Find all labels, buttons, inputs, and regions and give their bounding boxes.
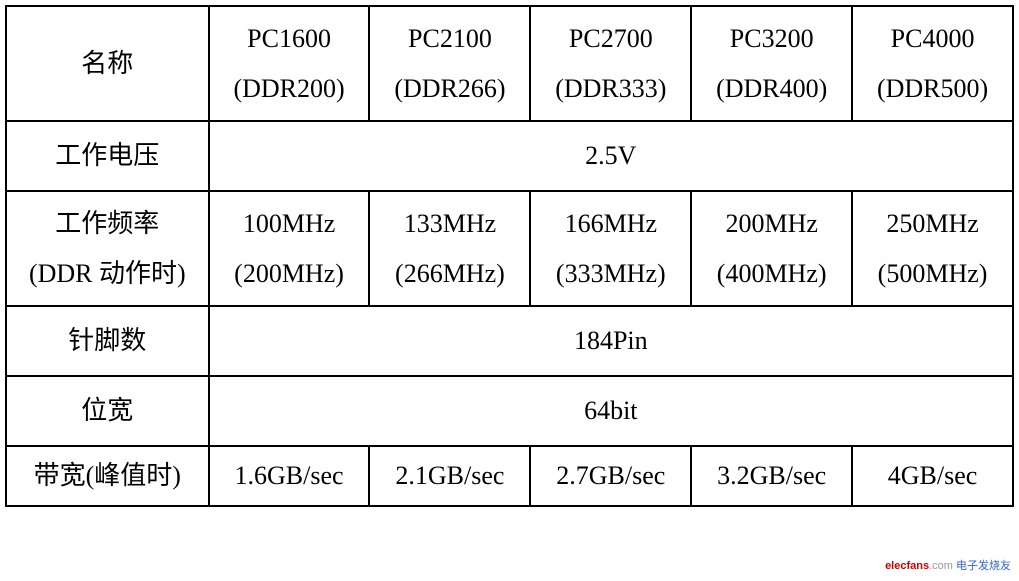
freq-cell: 133MHz (266MHz) [369,191,530,306]
merged-cell-voltage: 2.5V [209,121,1013,191]
label-line1: 工作频率 [55,209,159,238]
table-row: 名称 PC1600 (DDR200) PC2100 (DDR266) PC2700 (… [6,6,1013,121]
header-cell-pc3200: PC3200 (DDR400) [691,6,852,121]
table-row: 带宽(峰值时) 1.6GB/sec 2.1GB/sec 2.7GB/sec 3.… [6,446,1013,506]
cell-line2: (DDR500) [877,74,988,103]
cell-line1: 166MHz [565,209,657,238]
row-label-bitwidth: 位宽 [6,376,209,446]
bandwidth-cell: 2.1GB/sec [369,446,530,506]
cell-line2: (DDR333) [555,74,666,103]
cell-line2: (333MHz) [556,259,666,288]
label-line2: (DDR 动作时) [29,259,186,288]
table-row: 针脚数 184Pin [6,306,1013,376]
bandwidth-cell: 1.6GB/sec [209,446,370,506]
table-row: 工作频率 (DDR 动作时) 100MHz (200MHz) 133MHz (266M… [6,191,1013,306]
cell-line1: 133MHz [404,209,496,238]
bandwidth-cell: 3.2GB/sec [691,446,852,506]
table-row: 位宽 64bit [6,376,1013,446]
merged-cell-pins: 184Pin [209,306,1013,376]
row-label-voltage: 工作电压 [6,121,209,191]
cell-line2: (266MHz) [395,259,505,288]
cell-line2: (DDR266) [394,74,505,103]
ddr-spec-table: 名称 PC1600 (DDR200) PC2100 (DDR266) PC2700 (… [5,5,1014,507]
cell-line1: PC2100 [408,24,492,53]
cell-line1: PC4000 [891,24,975,53]
cell-line2: (DDR400) [716,74,827,103]
freq-cell: 100MHz (200MHz) [209,191,370,306]
row-label-pins: 针脚数 [6,306,209,376]
header-cell-pc1600: PC1600 (DDR200) [209,6,370,121]
cell-line1: PC3200 [730,24,814,53]
bandwidth-cell: 2.7GB/sec [530,446,691,506]
header-cell-pc4000: PC4000 (DDR500) [852,6,1013,121]
cell-line2: (DDR200) [233,74,344,103]
footer-suffix: .com [929,560,953,572]
bandwidth-cell: 4GB/sec [852,446,1013,506]
row-label-name: 名称 [6,6,209,121]
footer-cn-text: 电子发烧友 [956,560,1011,572]
cell-line1: PC2700 [569,24,653,53]
cell-line2: (400MHz) [717,259,827,288]
header-cell-pc2100: PC2100 (DDR266) [369,6,530,121]
cell-line1: 100MHz [243,209,335,238]
cell-line1: 200MHz [725,209,817,238]
table-row: 工作电压 2.5V [6,121,1013,191]
merged-cell-bitwidth: 64bit [209,376,1013,446]
cell-line2: (500MHz) [878,259,988,288]
row-label-bandwidth: 带宽(峰值时) [6,446,209,506]
freq-cell: 250MHz (500MHz) [852,191,1013,306]
freq-cell: 166MHz (333MHz) [530,191,691,306]
header-cell-pc2700: PC2700 (DDR333) [530,6,691,121]
footer-brand: elecfans [885,560,929,572]
row-label-freq: 工作频率 (DDR 动作时) [6,191,209,306]
cell-line2: (200MHz) [234,259,344,288]
cell-line1: 250MHz [886,209,978,238]
footer-watermark: elecfans.com 电子发烧友 [885,557,1011,573]
freq-cell: 200MHz (400MHz) [691,191,852,306]
cell-line1: PC1600 [247,24,331,53]
